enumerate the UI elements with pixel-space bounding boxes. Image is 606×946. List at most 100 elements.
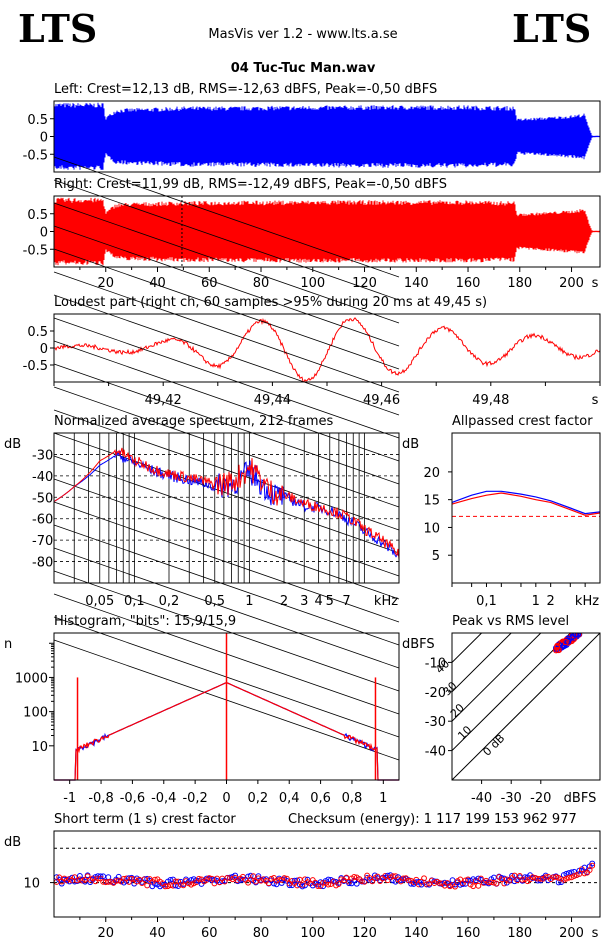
x-tick-label-1-8: 180 <box>507 276 532 291</box>
short-term-point-1-185 <box>529 874 536 881</box>
waveform-0 <box>53 102 601 170</box>
short-term-x-label-6: 140 <box>404 926 429 941</box>
x-tick-label-1-7: 160 <box>456 276 481 291</box>
peak-vs-rms-y-label-0: -10 <box>425 656 446 671</box>
short-term-point-1-34 <box>139 880 145 886</box>
short-term-point-1-180 <box>516 873 523 879</box>
short-term-point-0-21 <box>105 874 112 881</box>
short-term-x-label-0: 20 <box>97 926 114 941</box>
checksum-annotation: Checksum (energy): 1 117 199 153 962 977 <box>288 812 577 827</box>
spectrum-slope--3 <box>53 363 400 485</box>
short-term-point-1-119 <box>359 878 365 885</box>
loudest-x-unit: s <box>592 393 599 408</box>
y-tick-label-1-0: 0.5 <box>27 208 48 223</box>
short-term-x-unit: s <box>592 926 599 941</box>
short-term-point-1-84 <box>268 875 275 882</box>
crest-x-label-1: 1 <box>532 594 540 609</box>
histogram-x-label-4: -0,2 <box>182 791 207 806</box>
short-term-point-0-73 <box>240 876 246 883</box>
logo-right: LTS <box>512 6 592 51</box>
short-term-point-0-103 <box>317 879 324 886</box>
file-name: 04 Tuc-Tuc Man.wav <box>230 61 376 76</box>
x-tick-label-1-0: 20 <box>97 276 114 291</box>
peak-vs-rms-y-label-3: -40 <box>425 745 446 760</box>
peak-vs-rms-xunit: dBFS <box>564 791 597 806</box>
short-term-point-1-49 <box>177 881 184 888</box>
short-term-point-0-3 <box>58 880 65 887</box>
short-term-point-1-120 <box>361 878 368 885</box>
peak-vs-rms-x-label-0: -40 <box>471 791 492 806</box>
crest-y-label-2: 10 <box>423 521 440 536</box>
short-term-point-0-147 <box>431 878 438 885</box>
short-term-point-1-143 <box>421 875 427 882</box>
peak-vs-rms-diagonal-1 <box>452 633 512 693</box>
short-term-point-1-50 <box>180 882 187 889</box>
short-term-point-1-110 <box>335 881 342 887</box>
short-term-point-1-164 <box>475 882 482 889</box>
peak-vs-rms-x-label-1: -30 <box>501 791 522 806</box>
short-term-point-0-79 <box>255 873 262 880</box>
spectrum-slope--9 <box>53 225 400 347</box>
spectrum-slope--4 <box>53 340 400 462</box>
short-term-point-0-19 <box>100 873 107 880</box>
histogram-x-label-5: 0 <box>222 791 230 806</box>
short-term-x-label-4: 100 <box>300 926 325 941</box>
short-term-point-1-174 <box>501 880 508 887</box>
crest-x-label-2: 2 <box>547 594 555 609</box>
spectrum-x-label-6: 3 <box>300 594 308 609</box>
short-term-point-0-208 <box>589 860 596 867</box>
spectrum-slope--10 <box>53 202 400 324</box>
histogram-title: Histogram, "bits": 15,9/15,9 <box>54 614 237 629</box>
spectrum-x-label-0: 0,05 <box>85 594 114 609</box>
loudest-x-tick-label-3: 49,48 <box>472 393 509 408</box>
short-term-x-label-3: 80 <box>253 926 270 941</box>
short-term-crest-title: Short term (1 s) crest factor <box>54 812 236 827</box>
x-tick-label-1-9: 200 <box>559 276 584 291</box>
spectrum-x-label-8: 5 <box>326 594 334 609</box>
short-term-x-label-5: 120 <box>352 926 377 941</box>
spectrum-y-label-5: -80 <box>32 556 53 571</box>
peak-vs-rms-ylabel: dBFS <box>402 637 435 652</box>
short-term-point-0-65 <box>219 878 226 885</box>
spectrum-slope--6 <box>53 294 400 416</box>
short-term-point-0-93 <box>291 877 298 884</box>
crest-right <box>451 492 601 516</box>
short-term-point-1-116 <box>351 874 358 880</box>
peak-vs-rms-y-label-1: -20 <box>425 686 446 701</box>
spectrum-slope--11 <box>53 179 400 301</box>
short-term-point-1-188 <box>537 875 544 882</box>
short-term-point-1-2 <box>56 874 63 881</box>
peak-vs-rms-diagonal-2 <box>452 633 542 722</box>
crest-x-unit: kHz <box>575 594 599 609</box>
short-term-point-1-56 <box>196 875 202 882</box>
x-tick-label-1-5: 120 <box>352 276 377 291</box>
histogram-x-label-9: 0,8 <box>342 791 363 806</box>
spectrum-frame <box>53 432 400 584</box>
short-term-x-label-1: 40 <box>149 926 166 941</box>
spectrum-y-label-4: -70 <box>32 534 53 549</box>
spectrum-y-label-1: -40 <box>32 470 53 485</box>
x-tick-label-1-2: 60 <box>201 276 218 291</box>
peak-vs-rms-point-69 <box>572 633 579 638</box>
short-term-point-1-171 <box>493 880 500 887</box>
y-tick-label-1-2: -0.5 <box>23 243 48 258</box>
histogram-x-label-7: 0,4 <box>279 791 300 806</box>
crest-y-label-0: 20 <box>423 466 440 481</box>
spectrum-slope--12 <box>53 156 400 278</box>
spectrum-slope-6 <box>53 570 400 692</box>
peak-vs-rms-diagonal-label-3: 10 <box>455 723 474 742</box>
spectrum-slope--7 <box>53 271 400 393</box>
spectrum-slope--8 <box>53 248 400 370</box>
x-tick-label-1-3: 80 <box>253 276 270 291</box>
short-term-point-0-130 <box>387 872 394 879</box>
peak-vs-rms-point-68 <box>562 638 569 645</box>
spectrum-right <box>54 447 399 560</box>
peak-vs-rms-point-65 <box>560 642 567 649</box>
loudest-frame <box>53 313 601 383</box>
short-term-point-0-25 <box>115 873 122 880</box>
short-term-point-0-205 <box>581 864 588 871</box>
spectrum-slope-5 <box>53 547 400 669</box>
y-tick-label-1-1: 0 <box>40 226 48 241</box>
spectrum-slope--5 <box>53 317 400 439</box>
histogram-y-label-1: 100 <box>23 706 48 721</box>
